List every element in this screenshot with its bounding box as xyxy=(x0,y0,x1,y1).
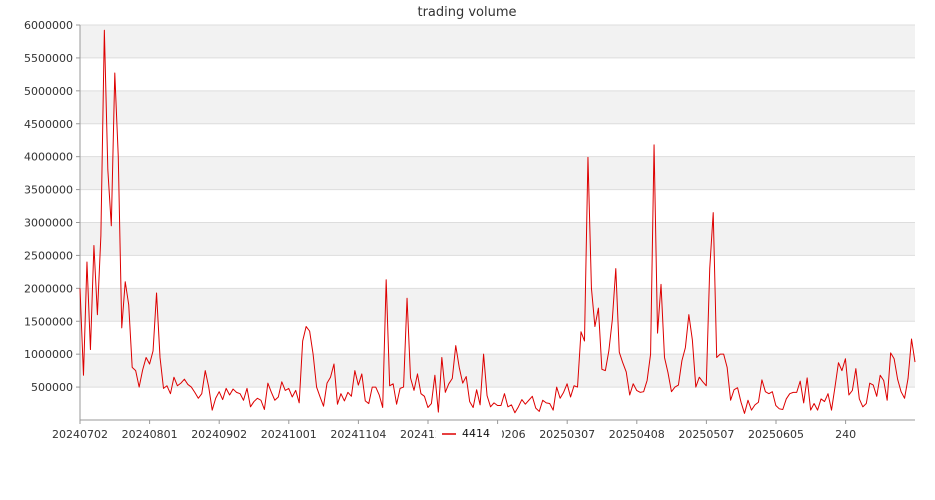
x-tick-label: 20250605 xyxy=(748,428,804,441)
grid-band xyxy=(80,25,915,58)
series-line-4414 xyxy=(79,29,916,414)
grid-band xyxy=(80,222,915,256)
y-tick-label: 500000 xyxy=(31,381,73,394)
y-tick-label: 2500000 xyxy=(24,249,73,262)
x-tick-label: 20240801 xyxy=(122,428,178,441)
x-tick-label: 20240902 xyxy=(191,428,247,441)
grid-band xyxy=(80,288,915,322)
grid-band xyxy=(80,156,915,190)
x-tick-label: 20250408 xyxy=(609,428,665,441)
x-tick-label: 20241001 xyxy=(261,428,317,441)
y-tick-label: 5500000 xyxy=(24,52,73,65)
x-tick-label: 20250507 xyxy=(678,428,734,441)
y-tick-label: 2000000 xyxy=(24,282,73,295)
x-tick-label: 20241104 xyxy=(330,428,386,441)
y-tick-label: 5000000 xyxy=(24,85,73,98)
grid-band xyxy=(80,387,915,420)
grid-band xyxy=(80,354,915,388)
x-tick-label: 20250307 xyxy=(539,428,595,441)
series-layer xyxy=(79,29,916,414)
grid-band xyxy=(80,90,915,124)
x-tick-label: 20240702 xyxy=(52,428,108,441)
legend: 4414 xyxy=(436,424,502,442)
y-axis: 500000 1000000 1500000 2000000 2500000 300000… xyxy=(24,19,81,420)
grid-band xyxy=(80,123,915,157)
grid-band xyxy=(80,255,915,289)
legend-background xyxy=(436,424,502,442)
grid-bands xyxy=(80,25,915,420)
grid-band xyxy=(80,189,915,223)
grid-lines xyxy=(80,24,915,388)
x-tick-label: 240 xyxy=(835,428,856,441)
y-tick-label: 3500000 xyxy=(24,184,73,197)
chart-title: trading volume xyxy=(417,5,516,20)
y-tick-label: 1000000 xyxy=(24,348,73,361)
grid-band xyxy=(80,57,915,91)
grid-band xyxy=(80,321,915,355)
y-tick-label: 4000000 xyxy=(24,151,73,164)
y-tick-label: 6000000 xyxy=(24,19,73,32)
legend-series-label: 4414 xyxy=(462,427,490,440)
y-tick-label: 1500000 xyxy=(24,315,73,328)
y-tick-label: 4500000 xyxy=(24,118,73,131)
y-tick-label: 3000000 xyxy=(24,217,73,230)
